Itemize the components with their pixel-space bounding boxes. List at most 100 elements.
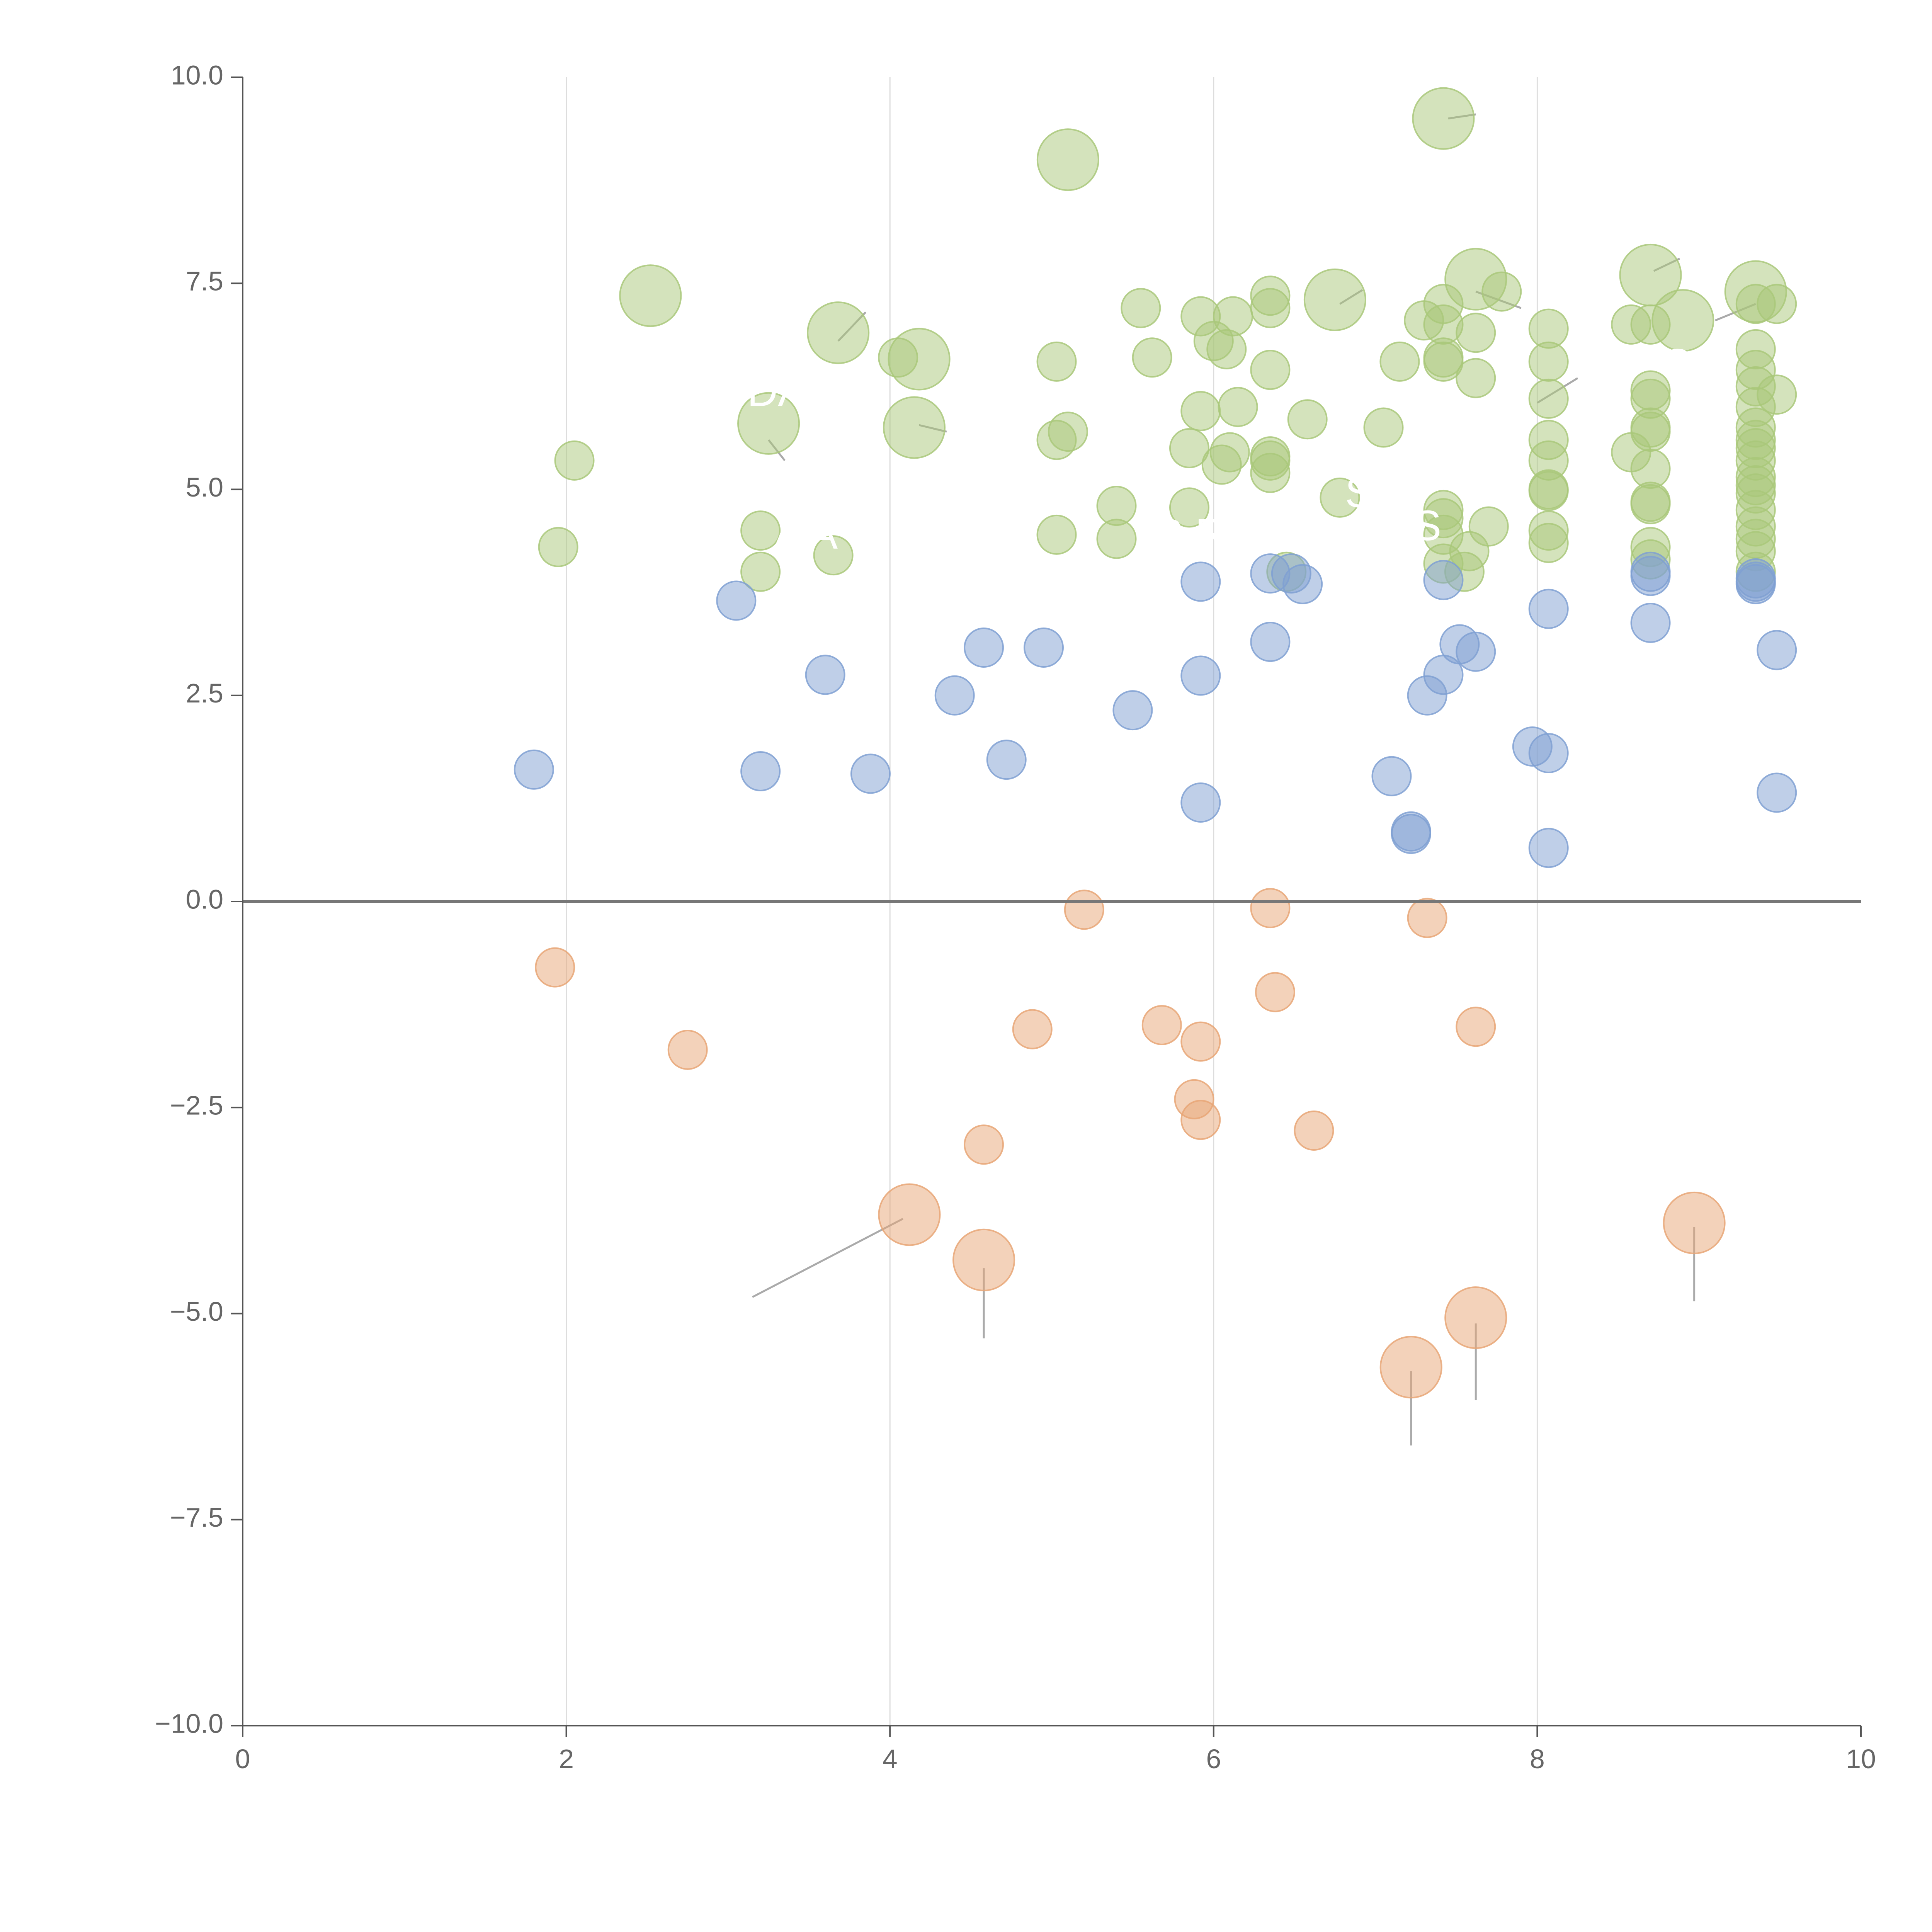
- green-bubble: [1096, 486, 1137, 526]
- green-bubble: [883, 396, 946, 459]
- green-bubble: [1250, 350, 1291, 390]
- green-bubble: [1528, 523, 1569, 563]
- green-bubble: [1412, 87, 1475, 150]
- blue-bubble: [1180, 655, 1221, 696]
- green-bubble: [1036, 341, 1077, 382]
- y-tick-label: −5.0: [170, 1296, 223, 1327]
- green-bubble: [1121, 288, 1161, 328]
- orange-bubble: [964, 1124, 1004, 1165]
- orange-bubble: [1180, 1021, 1221, 1062]
- green-bubble: [1379, 341, 1420, 382]
- blue-bubble: [1757, 772, 1797, 813]
- green-bubble: [737, 392, 800, 455]
- orange-bubble: [1294, 1110, 1334, 1151]
- green-bubble: [1287, 399, 1328, 440]
- blue-bubble: [1180, 782, 1221, 823]
- green-bubble: [813, 535, 854, 576]
- green-bubble: [1036, 128, 1099, 191]
- green-bubble: [1213, 296, 1253, 337]
- blue-bubble: [1630, 603, 1671, 643]
- green-bubble: [1651, 289, 1714, 352]
- blue-bubble: [1112, 690, 1153, 731]
- blue-bubble: [1180, 561, 1221, 602]
- green-bubble: [1036, 514, 1077, 555]
- x-tick-label: 8: [1530, 1744, 1545, 1774]
- x-tick-label: 2: [559, 1744, 574, 1774]
- green-bubble: [1423, 341, 1464, 382]
- green-bubble: [1363, 407, 1404, 448]
- green-bubble: [888, 328, 951, 391]
- green-bubble: [1218, 387, 1258, 427]
- orange-bubble: [1255, 972, 1295, 1012]
- green-bubble: [740, 510, 781, 551]
- blue-bubble: [964, 628, 1004, 668]
- orange-bubble: [1663, 1191, 1726, 1254]
- annotation-label: S T: [1663, 340, 1728, 388]
- green-bubble: [1250, 288, 1291, 328]
- green-bubble: [1206, 329, 1247, 369]
- annotation-label: DA: [747, 367, 806, 415]
- annotation-label: R R: [1153, 510, 1226, 558]
- blue-bubble: [850, 753, 891, 794]
- green-bubble: [1303, 268, 1366, 331]
- blue-bubble: [1282, 564, 1323, 604]
- x-tick-label: 0: [235, 1744, 250, 1774]
- green-bubble: [1528, 341, 1569, 382]
- green-bubble: [1630, 484, 1671, 524]
- annotations: DA A A R R SS S T: [747, 340, 1729, 558]
- orange-bubble: [1456, 1007, 1496, 1047]
- y-tick-label: 0.0: [186, 884, 223, 914]
- green-bubble: [1468, 506, 1509, 547]
- green-bubble: [1169, 487, 1209, 528]
- blue-bubble: [1456, 631, 1496, 672]
- blue-bubble: [1250, 622, 1291, 662]
- green-bubble: [538, 527, 578, 567]
- green-bubble: [1630, 412, 1671, 452]
- y-tick-label: −10.0: [155, 1708, 223, 1738]
- blue-bubble: [1528, 588, 1569, 629]
- blue-bubble: [1630, 551, 1671, 592]
- x-tick-label: 6: [1206, 1744, 1221, 1774]
- leader-line: [752, 1218, 903, 1298]
- annotation-label: S: [1413, 502, 1441, 549]
- green-bubble: [1757, 284, 1797, 324]
- green-bubble: [807, 301, 870, 364]
- blue-bubble: [514, 749, 554, 790]
- orange-bubble: [535, 947, 575, 988]
- bubble-series: [514, 87, 1797, 1399]
- y-tick-label: 2.5: [186, 678, 223, 708]
- blue-bubble: [1735, 561, 1776, 602]
- y-tick-label: 10.0: [171, 60, 223, 90]
- y-tick-label: −2.5: [170, 1090, 223, 1121]
- green-bubble: [1619, 243, 1682, 306]
- blue-bubble: [986, 740, 1027, 780]
- blue-bubble: [1423, 560, 1464, 600]
- orange-bubble: [1407, 898, 1447, 938]
- orange-bubble: [667, 1029, 708, 1070]
- orange-bubble: [1250, 888, 1291, 929]
- blue-bubble: [805, 655, 845, 695]
- blue-bubble: [1024, 628, 1064, 668]
- green-bubble: [1132, 337, 1172, 378]
- green-bubble: [1481, 271, 1522, 312]
- green-bubble: [619, 264, 682, 327]
- green-bubble: [1250, 452, 1291, 493]
- orange-bubble: [1012, 1009, 1053, 1049]
- x-tick-label: 4: [883, 1744, 898, 1774]
- green-bubble: [1048, 412, 1088, 452]
- green-bubble: [1456, 358, 1496, 398]
- orange-bubble: [1141, 1005, 1182, 1045]
- blue-bubble: [716, 580, 757, 621]
- y-tick-label: 7.5: [186, 266, 223, 296]
- blue-bubble: [1528, 733, 1569, 774]
- green-bubble: [554, 440, 595, 481]
- green-bubble: [740, 551, 781, 592]
- orange-bubble: [952, 1228, 1015, 1291]
- blue-bubble: [934, 675, 975, 716]
- orange-bubble: [878, 1183, 941, 1246]
- y-tick-label: 5.0: [186, 472, 223, 502]
- x-tick-label: 10: [1846, 1744, 1876, 1774]
- annotation-label: S: [1345, 469, 1373, 517]
- orange-bubble: [1064, 889, 1104, 930]
